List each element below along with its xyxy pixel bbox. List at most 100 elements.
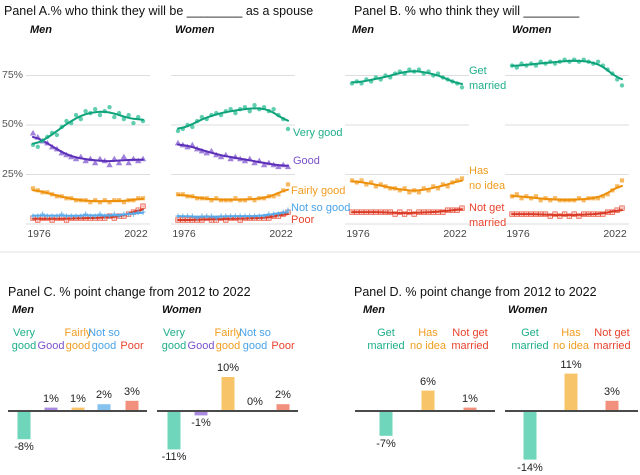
bar-value-has-no-idea: 6% xyxy=(420,375,436,388)
bar-good xyxy=(194,412,208,416)
bar-fairly-good xyxy=(71,407,85,411)
bar-value-fairly-good: 1% xyxy=(70,392,86,405)
bar-header-not-so-good: Not so good xyxy=(88,327,120,352)
bar-value-very-good: -11% xyxy=(161,451,187,464)
bar-value-get-married: -14% xyxy=(517,461,543,474)
bar-value-not-so-good: 2% xyxy=(96,389,112,402)
series-very-good-trend xyxy=(32,110,144,145)
bars-panelC-women xyxy=(157,377,298,450)
bar-header-has-no-idea: Has no idea xyxy=(552,327,590,352)
series-fairly-good-trend xyxy=(32,189,144,203)
panel-c-men-label: Men xyxy=(12,304,34,316)
bar-value-get-married: -7% xyxy=(376,437,396,450)
bar-header-not-so-good: Not so good xyxy=(239,327,271,352)
bar-header-fairly-good: Fairly good xyxy=(214,327,242,352)
xtick-a-women-start: 1976 xyxy=(172,228,196,240)
series-fairly-good-trend xyxy=(177,188,289,201)
bar-header-poor: Poor xyxy=(120,340,144,352)
bar-poor xyxy=(276,404,290,411)
bar-header-very-good: Very good xyxy=(161,327,187,352)
panel-c-title: Panel C. % point change from 2012 to 202… xyxy=(8,285,251,299)
panel-a-women-label: Women xyxy=(175,24,215,36)
scatter-panelB-women xyxy=(505,57,629,225)
scatter-panelB-men xyxy=(345,67,469,225)
panel-b-title: Panel B. % who think they will ________ xyxy=(354,4,580,18)
series-very-good-markers xyxy=(175,103,291,134)
bars-panelD-women xyxy=(505,373,638,460)
series-label-poor: Poor xyxy=(291,214,315,226)
xtick-b-women-start: 1976 xyxy=(506,228,530,240)
bar-not-get-married xyxy=(605,400,619,411)
series-poor-trend xyxy=(177,213,289,221)
bar-header-get-married: Get married xyxy=(511,327,549,352)
ytick-50: 50% xyxy=(2,118,24,130)
series-label-has-no-idea: Has no idea xyxy=(469,165,506,192)
bar-header-good: Good xyxy=(37,340,65,352)
series-not-so-good-trend xyxy=(177,211,289,218)
bar-value-very-good: -8% xyxy=(14,441,34,454)
bars-panelC-men xyxy=(8,400,147,440)
series-has-no-idea-markers xyxy=(509,178,625,203)
bar-value-good: -1% xyxy=(191,417,211,430)
xtick-b-men-start: 1976 xyxy=(346,228,370,240)
series-good-trend xyxy=(32,136,144,163)
bar-has-no-idea xyxy=(564,373,578,411)
bar-header-very-good: Very good xyxy=(11,327,37,352)
bar-header-get-married: Get married xyxy=(367,327,405,352)
panel-d-title: Panel D. % point change from 2012 to 202… xyxy=(354,285,597,299)
xtick-b-men-end: 2022 xyxy=(443,228,467,240)
series-not-get-married-trend xyxy=(351,208,463,215)
ytick-25: 25% xyxy=(2,168,24,180)
bar-value-poor: 3% xyxy=(124,385,140,398)
bar-not-get-married xyxy=(463,407,477,411)
bar-get-married xyxy=(379,412,393,436)
bar-value-good: 1% xyxy=(43,392,59,405)
xtick-a-women-end: 2022 xyxy=(269,228,293,240)
series-has-no-idea-trend xyxy=(511,185,623,201)
panel-b-women-label: Women xyxy=(512,24,552,36)
bar-value-not-get-married: 3% xyxy=(604,385,620,398)
bar-poor xyxy=(125,400,139,411)
bar-value-not-get-married: 1% xyxy=(462,392,478,405)
series-get-married-trend xyxy=(351,70,463,85)
bar-not-so-good xyxy=(97,404,111,411)
panel-b-men-label: Men xyxy=(352,24,374,36)
series-label-not-so-good: Not so good xyxy=(291,202,351,214)
xtick-a-men-start: 1976 xyxy=(27,228,51,240)
series-very-good-trend xyxy=(177,107,289,130)
panel-d-men-label: Men xyxy=(363,304,385,316)
xtick-b-women-end: 2022 xyxy=(603,228,627,240)
panel-c-women-label: Women xyxy=(162,304,202,316)
scatter-panelA-men xyxy=(26,75,150,225)
panel-a-men-label: Men xyxy=(30,24,52,36)
bar-header-not-get-married: Not get married xyxy=(451,327,489,352)
bar-header-fairly-good: Fairly good xyxy=(64,327,92,352)
bars-panelD-men xyxy=(355,390,495,436)
panel-a-title: Panel A.% who think they will be _______… xyxy=(4,4,314,18)
bar-value-not-so-good: 0% xyxy=(247,396,263,408)
bar-header-has-no-idea: Has no idea xyxy=(409,327,447,352)
bar-fairly-good xyxy=(221,377,235,411)
series-has-no-idea-trend xyxy=(351,179,463,192)
series-label-good: Good xyxy=(293,155,320,167)
ytick-75: 75% xyxy=(2,69,24,81)
bar-value-fairly-good: 10% xyxy=(216,362,240,374)
series-get-married-trend xyxy=(511,59,623,81)
series-good-trend xyxy=(177,143,289,167)
bar-header-poor: Poor xyxy=(271,340,295,352)
series-label-get-married: Get married xyxy=(469,65,507,92)
panel-d-women-label: Women xyxy=(508,304,548,316)
bar-very-good xyxy=(167,412,181,450)
bar-value-has-no-idea: 11% xyxy=(560,358,582,371)
series-label-not-get-married: Not get married xyxy=(469,202,507,229)
bar-value-poor: 2% xyxy=(275,389,291,402)
bar-very-good xyxy=(17,412,31,440)
xtick-a-men-end: 2022 xyxy=(124,228,148,240)
scatter-panelA-women xyxy=(171,75,295,225)
series-label-fairly-good: Fairly good xyxy=(291,185,346,197)
bar-good xyxy=(44,407,58,411)
bar-header-not-get-married: Not get married xyxy=(593,327,631,352)
series-not-so-good-trend xyxy=(32,211,144,217)
series-label-very-good: Very good xyxy=(293,127,343,139)
